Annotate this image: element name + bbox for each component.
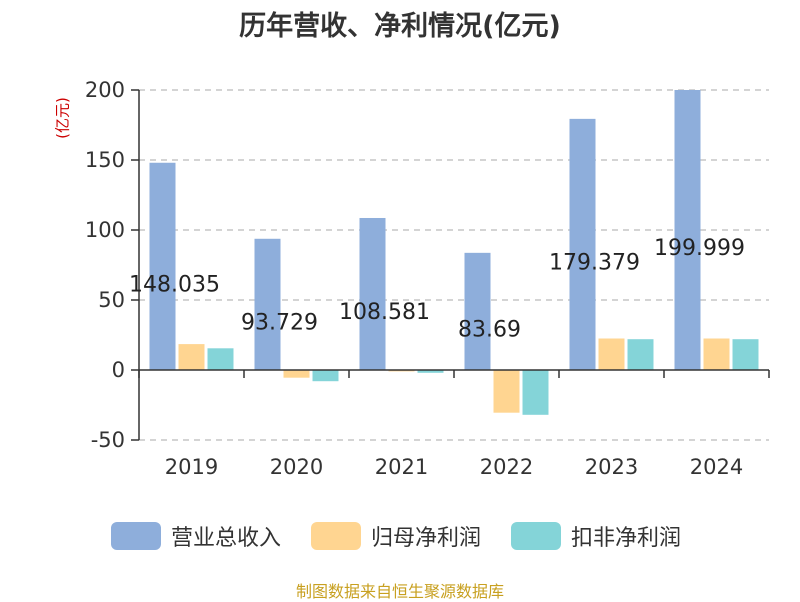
data-label: 148.035	[129, 272, 220, 297]
legend-item-net-profit[interactable]: 归母净利润	[311, 519, 481, 553]
x-tick-label: 2023	[585, 455, 638, 479]
legend-item-revenue[interactable]: 营业总收入	[111, 519, 281, 553]
bar-net-profit	[703, 338, 730, 370]
x-tick-label: 2024	[690, 455, 743, 479]
bar-deducted-profit	[417, 370, 444, 373]
chart-title: 历年营收、净利情况(亿元)	[239, 11, 561, 42]
y-tick-label: -50	[91, 428, 125, 452]
bar-net-profit	[283, 370, 310, 378]
y-tick-label: 100	[85, 218, 125, 242]
legend-item-deducted-profit[interactable]: 扣非净利润	[511, 519, 681, 553]
bar-revenue	[254, 238, 281, 370]
legend-label-revenue: 营业总收入	[171, 526, 282, 551]
bar-net-profit	[178, 344, 205, 370]
data-label: 199.999	[654, 236, 745, 261]
y-tick-label: 50	[98, 288, 125, 312]
data-label: 93.729	[241, 310, 318, 335]
legend-swatch-deducted-profit	[511, 522, 561, 550]
bar-deducted-profit	[207, 348, 234, 370]
bar-revenue	[149, 162, 176, 370]
bar-deducted-profit	[522, 370, 549, 415]
legend-swatch-net-profit	[311, 522, 361, 550]
bar-deducted-profit	[627, 339, 654, 370]
x-tick-label: 2022	[480, 455, 533, 479]
y-tick-label: 200	[85, 78, 125, 102]
bar-revenue	[569, 118, 596, 370]
data-label: 179.379	[549, 250, 640, 275]
x-tick-label: 2019	[165, 455, 218, 479]
data-label: 108.581	[339, 300, 430, 325]
legend-label-net-profit: 归母净利润	[371, 526, 482, 551]
x-tick-label: 2020	[270, 455, 323, 479]
x-tick-label: 2021	[375, 455, 428, 479]
data-label: 83.69	[458, 317, 521, 342]
bar-revenue	[359, 217, 386, 370]
bar-revenue	[464, 252, 491, 370]
data-source-note: 制图数据来自恒生聚源数据库	[295, 582, 504, 601]
legend: 营业总收入 归母净利润 扣非净利润	[0, 519, 800, 553]
y-tick-label: 0	[112, 358, 125, 382]
bar-deducted-profit	[732, 339, 759, 370]
bar-revenue	[674, 90, 701, 370]
bar-net-profit	[598, 338, 625, 370]
bar-deducted-profit	[312, 370, 339, 382]
y-tick-label: 150	[85, 148, 125, 172]
legend-swatch-revenue	[111, 522, 161, 550]
legend-label-deducted-profit: 扣非净利润	[571, 526, 682, 551]
bar-net-profit	[493, 370, 520, 413]
